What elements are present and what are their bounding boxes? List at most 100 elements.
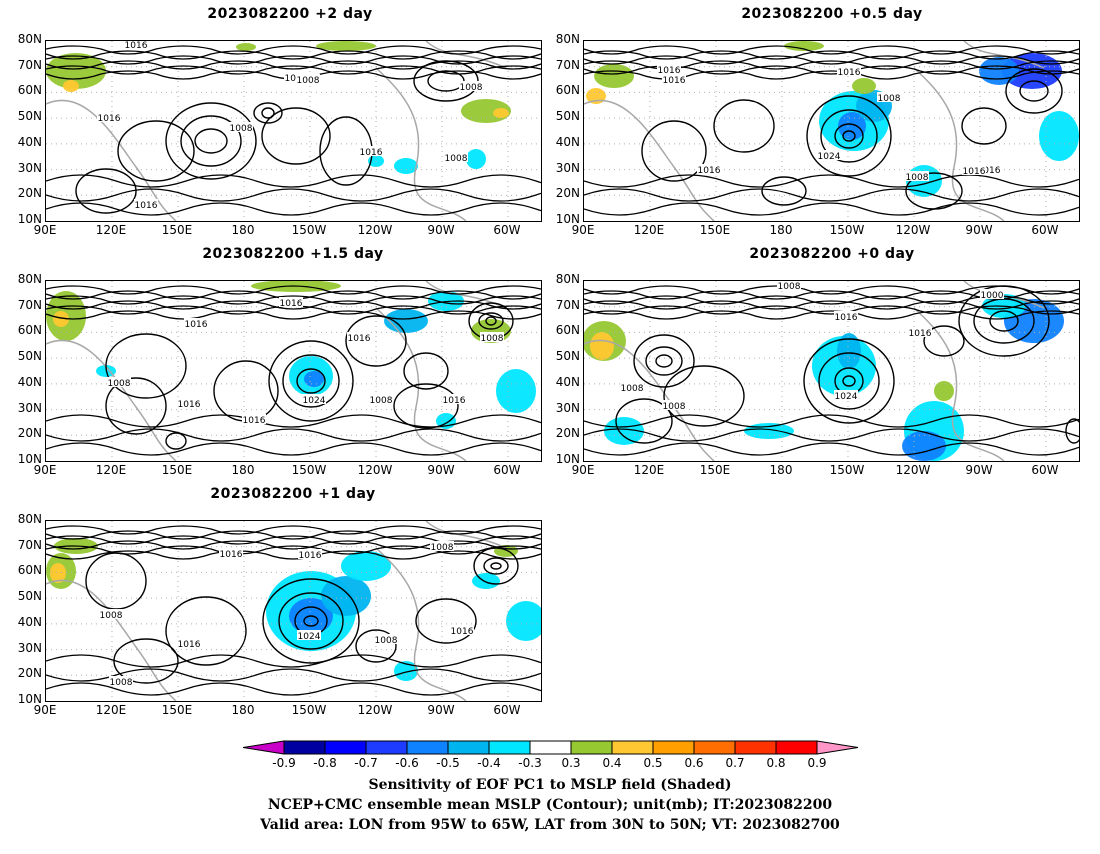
latitude-tick-label: 50N (555, 349, 580, 364)
isobar-contour (46, 310, 541, 320)
isobar-contour (483, 557, 509, 575)
latitude-tick-label: 10N (17, 212, 42, 226)
contour-label-background (279, 297, 303, 307)
colorbar-tick-label: 0.9 (807, 756, 827, 770)
longitude-tick-label: 120W (895, 463, 931, 477)
longitude-tick-label: 150W (291, 463, 327, 477)
isobar-contour (165, 432, 187, 450)
isobar-contour (842, 130, 856, 142)
isobar-contour (46, 290, 541, 300)
panel-title: 2023082200 +0 day (749, 246, 915, 262)
latitude-tick-label: 30N (17, 400, 42, 415)
isobar-contour (803, 338, 895, 424)
longitude-tick-label: 150W (829, 463, 865, 477)
latitude-tick-label: 60N (17, 83, 42, 98)
latitude-tick-label: 60N (17, 563, 42, 578)
longitude-tick-label: 120W (895, 223, 931, 237)
caption-line-3: Valid area: LON from 95W to 65W, LAT fro… (260, 817, 840, 833)
contour-label-background (302, 394, 326, 404)
sensitivity-shading (341, 551, 391, 581)
latitude-tick-label: 30N (17, 160, 42, 175)
map-plot-area: 1016 1016 1016 1008 1008 1016 1024 1008 1016 1016 (45, 280, 542, 462)
latitude-tick-label: 60N (17, 323, 42, 338)
latitude-tick-label: 50N (17, 349, 42, 364)
contour-label: 1016 (698, 166, 721, 176)
longitude-tick-label: 120E (95, 703, 127, 717)
longitude-tick-label: 120E (95, 223, 127, 237)
isobar-contour (584, 202, 1079, 216)
contour-label-background (99, 609, 123, 619)
latitude-tick-label: 20N (17, 186, 42, 201)
isobar-contour (165, 596, 247, 666)
contour-label-background (242, 414, 266, 424)
colorbar-max-arrow (816, 740, 859, 755)
sensitivity-shading (852, 78, 876, 94)
isobar-contour (46, 540, 541, 550)
caption-line-2: NCEP+CMC ensemble mean MSLP (Contour); u… (267, 797, 833, 813)
colorbar-tick-label: -0.6 (395, 756, 419, 770)
isobar-contour (584, 442, 1079, 456)
isobar-contour (46, 654, 541, 668)
contour-label: 1016 (443, 396, 466, 406)
contour-label: 1016 (360, 148, 383, 158)
contour-label-background (442, 394, 466, 404)
colorbar-tick-label: -0.5 (436, 756, 460, 770)
contour-label-background (834, 390, 858, 400)
sensitivity-shading (604, 417, 644, 445)
isobar-contour (415, 598, 477, 644)
map-canvas: 1008 1000 1016 1016 1008 1008 1024 (584, 281, 1079, 461)
contour-label-background (134, 199, 158, 209)
isobar-contour (282, 354, 340, 408)
longitude-tick-label: 90W (965, 463, 993, 477)
contour-label: 1008 (108, 379, 131, 389)
colorbar-tick-label: -0.9 (272, 756, 296, 770)
isobar-contour (355, 629, 397, 663)
isobar-contour (46, 668, 541, 682)
contour-label: 1016 (299, 551, 322, 561)
contour-label-background (905, 171, 929, 181)
longitude-tick-label: 120E (633, 463, 665, 477)
colorbar-tick-label: 0.7 (725, 756, 745, 770)
isobar-contour (655, 354, 673, 368)
contour-label-background (374, 634, 398, 644)
colorbar-segment (447, 740, 490, 755)
isobar-contour (663, 365, 745, 427)
isobar-contour (46, 550, 541, 560)
colorbar-segment (611, 740, 654, 755)
map-canvas: 1016 1016 1008 1008 1016 1024 1008 1016 1008 (46, 521, 541, 701)
sensitivity-shading (321, 576, 371, 616)
isobar-contour (113, 638, 179, 684)
contour-label-background (697, 164, 721, 174)
sensitivity-shading (590, 332, 614, 360)
contour-label-background (662, 400, 686, 410)
contour-label: 1016 (178, 400, 201, 410)
colorbar-segment (324, 740, 367, 755)
isobar-contour (303, 615, 319, 627)
contour-label-background (298, 549, 322, 559)
latitude-tick-label: 30N (555, 400, 580, 415)
caption-line-1: Sensitivity of EOF PC1 to MSLP field (Sh… (368, 777, 732, 793)
panel-title: 2023082200 +2 day (207, 6, 373, 22)
contour-label: 1016 (135, 201, 158, 211)
contour-label-background (620, 382, 644, 392)
isobar-contour (834, 123, 864, 149)
sensitivity-shading (784, 41, 824, 51)
isobar-contour (46, 442, 541, 456)
contour-label-background (480, 332, 504, 342)
longitude-tick-label: 60W (493, 223, 521, 237)
contour-label: 1016 (838, 68, 861, 78)
longitude-tick-label: 150W (829, 223, 865, 237)
isobar-contour (46, 55, 541, 65)
isobar-contour (345, 315, 407, 367)
contour-label: 1016 (835, 313, 858, 323)
isobar-contour (818, 352, 880, 410)
isobar-contour (46, 414, 541, 428)
contour-label-background (877, 92, 901, 102)
sensitivity-shading (837, 333, 861, 369)
isobar-contour (645, 346, 683, 376)
panel-title: 2023082200 +1.5 day (202, 246, 384, 262)
isobar-contour (584, 428, 1079, 442)
isobar-contour (194, 128, 228, 154)
sensitivity-shading (304, 371, 324, 387)
isobar-contour (584, 414, 1079, 428)
